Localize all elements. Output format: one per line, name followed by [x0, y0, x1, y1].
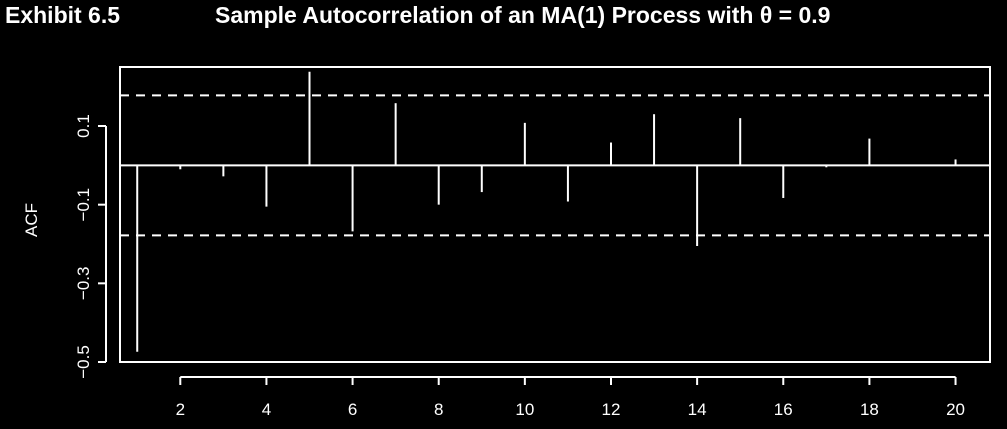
y-tick-label: 0.1 [74, 114, 93, 138]
exhibit-label: Exhibit 6.5 [5, 2, 121, 28]
x-tick-label: 10 [515, 400, 534, 419]
y-axis-label: ACF [22, 203, 41, 237]
y-tick-label: −0.1 [74, 188, 93, 222]
x-tick-label: 16 [774, 400, 793, 419]
x-tick-label: 6 [348, 400, 357, 419]
chart-title: Sample Autocorrelation of an MA(1) Proce… [215, 2, 831, 28]
x-tick-label: 18 [860, 400, 879, 419]
x-tick-label: 14 [688, 400, 707, 419]
y-tick-label: −0.5 [74, 345, 93, 379]
x-tick-label: 20 [946, 400, 965, 419]
x-tick-label: 4 [262, 400, 271, 419]
x-tick-label: 2 [176, 400, 185, 419]
y-tick-label: −0.3 [74, 267, 93, 301]
x-tick-label: 12 [602, 400, 621, 419]
x-tick-label: 8 [434, 400, 443, 419]
plot-frame [119, 66, 991, 363]
